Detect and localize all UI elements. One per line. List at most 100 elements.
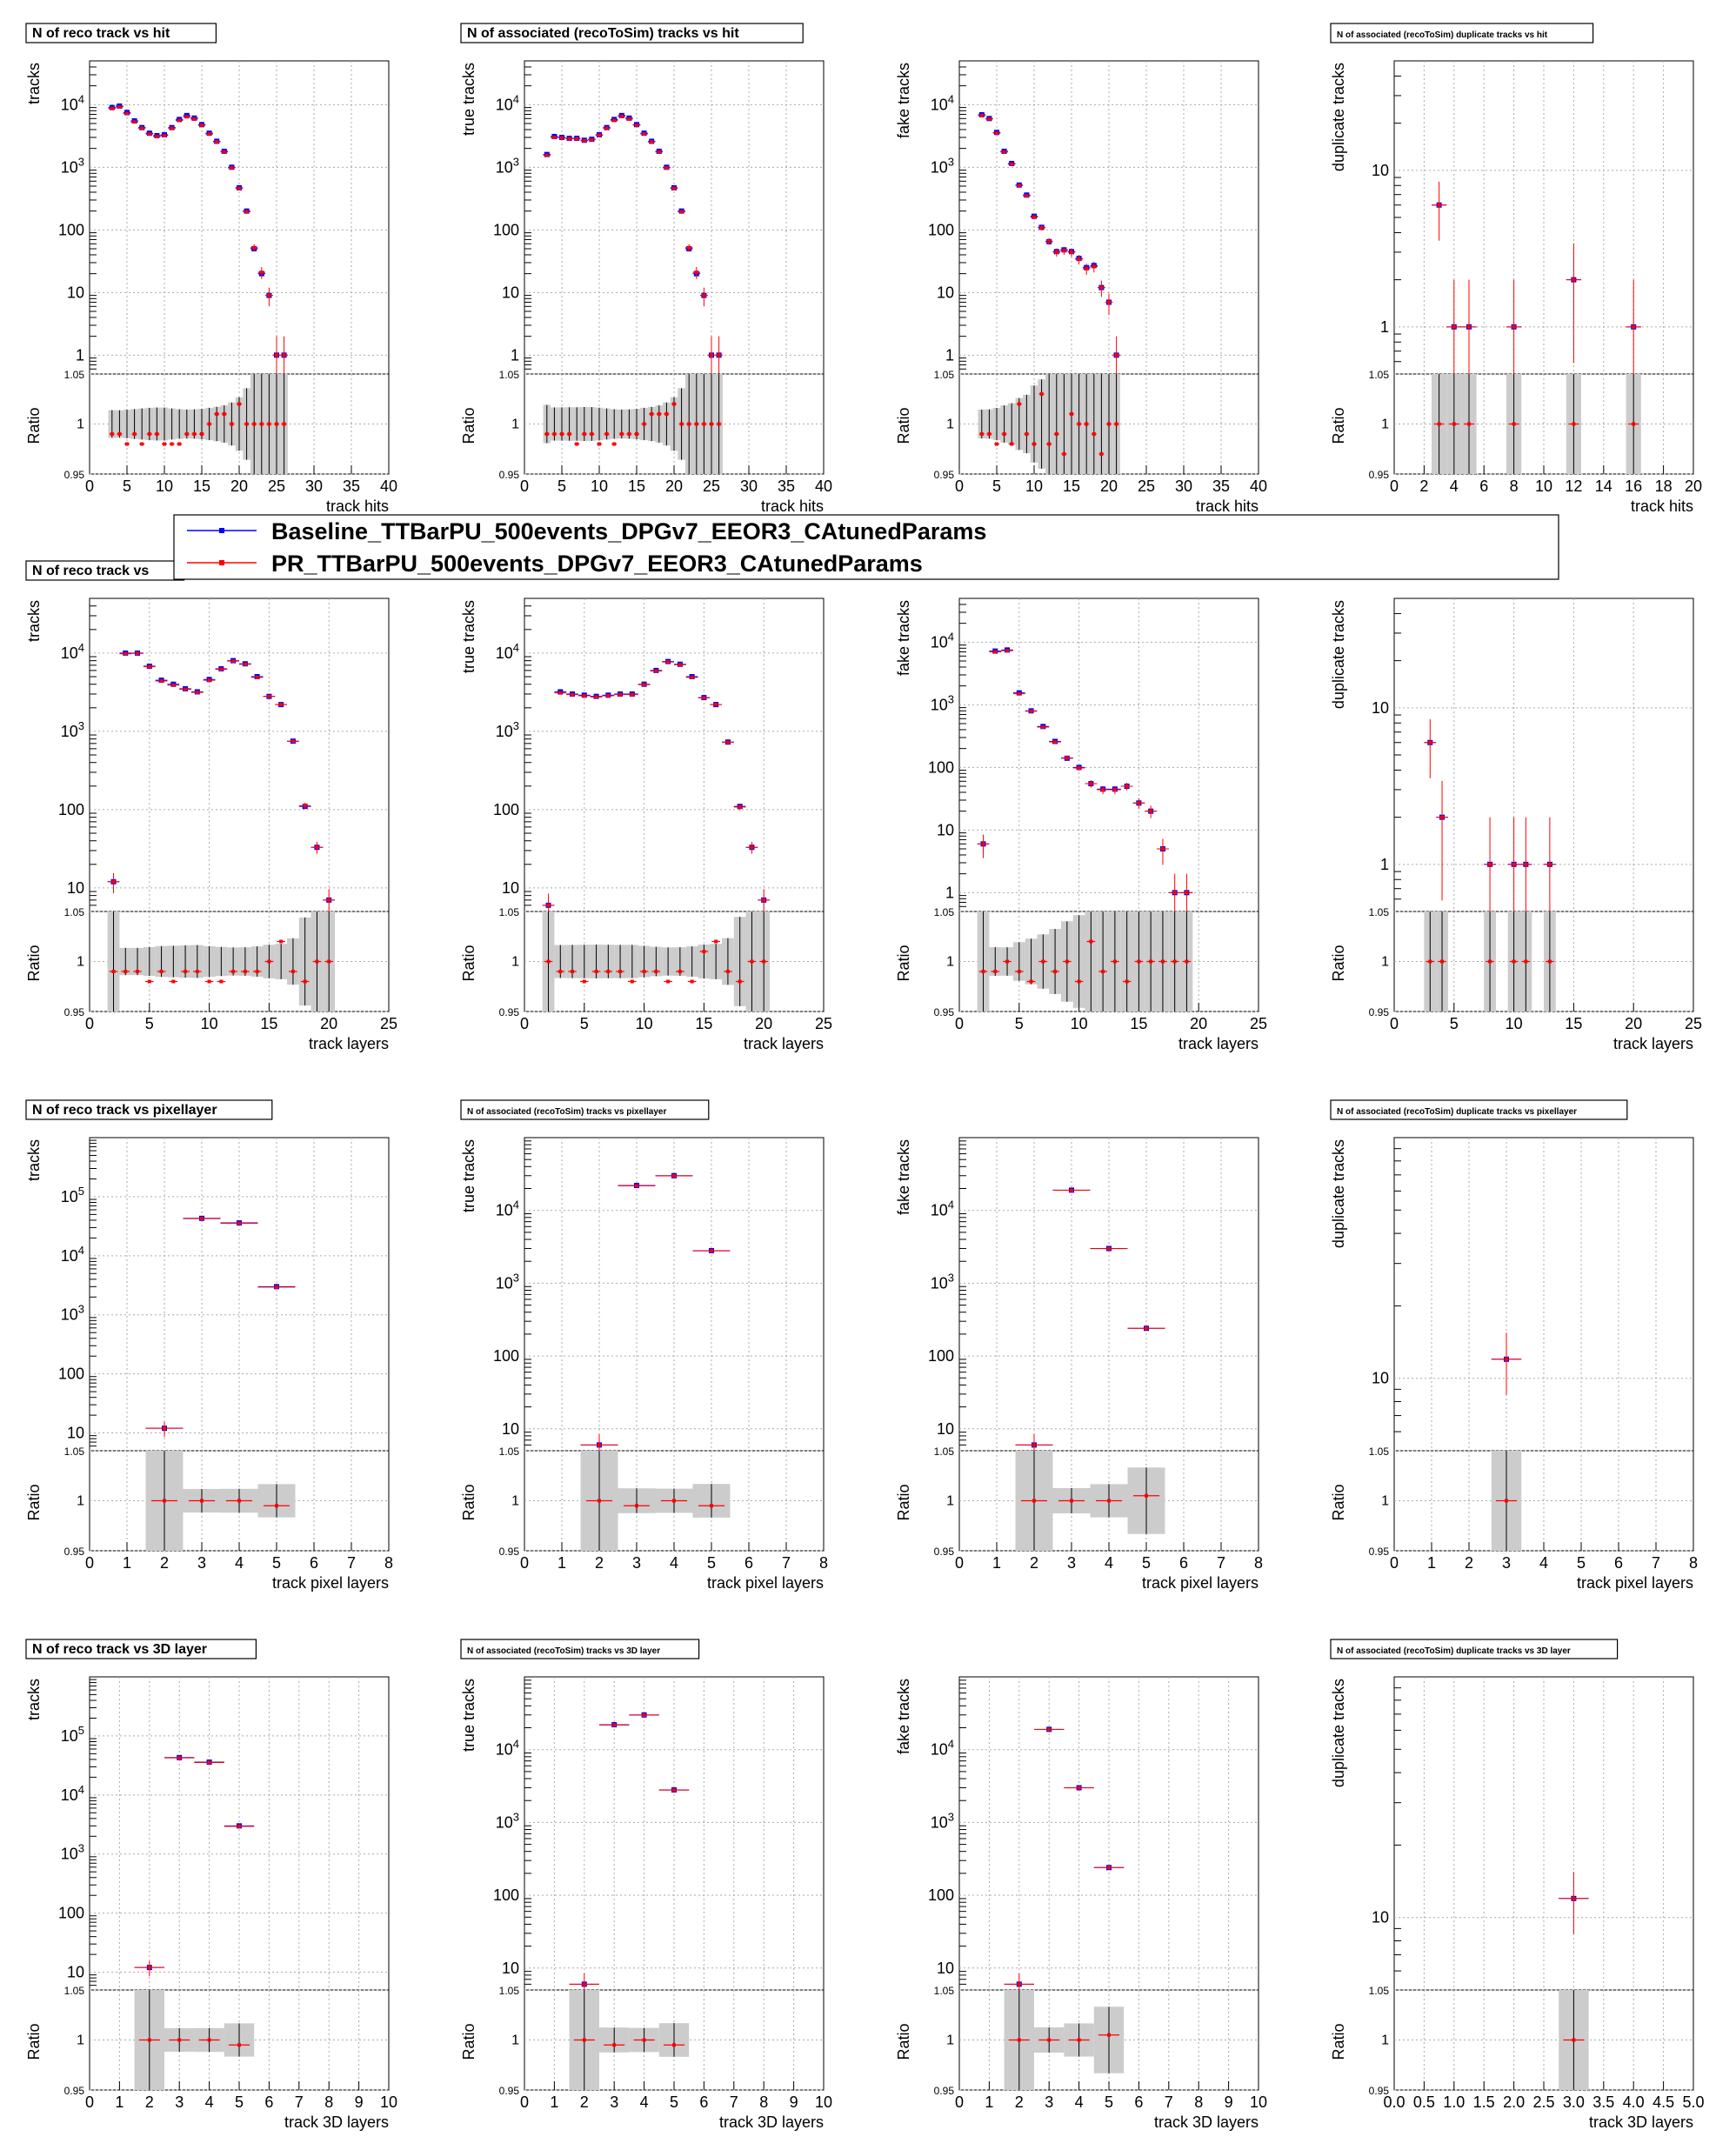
pr-point xyxy=(571,692,575,697)
pr-point xyxy=(672,186,676,190)
y-tick-label: 100 xyxy=(58,801,84,818)
x-tick-label: 15 xyxy=(1063,477,1080,495)
y-tick-label: 103 xyxy=(61,1842,84,1863)
pr-point xyxy=(1160,847,1165,851)
pr-point xyxy=(1047,1727,1052,1732)
ratio-point xyxy=(717,422,721,426)
pr-point xyxy=(230,165,234,170)
y-tick-label: 100 xyxy=(928,1886,954,1904)
ratio-point xyxy=(1054,432,1058,436)
ratio-point xyxy=(1047,442,1052,446)
ratio-point xyxy=(1010,442,1014,446)
x-tick-label: 20 xyxy=(1625,1015,1642,1032)
ratio-point xyxy=(672,402,676,406)
pr-point xyxy=(1070,1188,1073,1192)
ratio-point xyxy=(1185,959,1189,964)
ratio-tick-label: 1.05 xyxy=(499,1985,520,1997)
x-tick-label: 4 xyxy=(235,1554,244,1572)
chart-panel-15: N of associated (recoToSim) duplicate tr… xyxy=(1330,1639,1705,2131)
ratio-point xyxy=(1017,970,1021,973)
y-tick-label: 1 xyxy=(945,884,954,901)
y-tick-label: 103 xyxy=(496,155,519,176)
ratio-tick-label: 1 xyxy=(511,955,519,970)
pr-point xyxy=(170,126,174,130)
pr-point xyxy=(1505,1357,1508,1361)
ratio-point xyxy=(612,442,617,446)
x-tick-label: 0 xyxy=(1390,477,1399,495)
pr-point xyxy=(171,683,176,687)
chart-panel-12: N of reco track vs 3D layer1010010310410… xyxy=(25,1639,397,2131)
chart-title: N of associated (recoToSim) tracks vs 3D… xyxy=(467,1646,660,1656)
ratio-point xyxy=(163,1499,166,1503)
ratio-tick-label: 0.95 xyxy=(934,1546,955,1558)
pr-point xyxy=(1029,709,1033,713)
x-tick-label: 35 xyxy=(1212,477,1230,495)
x-tick-label: 4 xyxy=(1450,477,1459,495)
x-tick-label: 0 xyxy=(520,1554,529,1572)
pr-point xyxy=(657,150,661,154)
pr-point xyxy=(1017,691,1021,696)
chart-title-box xyxy=(25,1639,257,1659)
y-tick-label: 103 xyxy=(496,719,519,740)
x-tick-label: 8 xyxy=(1689,1554,1698,1572)
x-tick-label: 15 xyxy=(260,1015,277,1032)
chart-panel-5: 10 100 103 104 0.95 1 1.05 0 5 10 15 20 25 track laye… xyxy=(460,598,832,1052)
pr-point xyxy=(1107,1246,1111,1251)
y-tick-label: 100 xyxy=(58,1905,84,1922)
ratio-point xyxy=(195,970,199,973)
ratio-point xyxy=(1505,1499,1508,1503)
y-axis-label: true tracks xyxy=(460,1679,477,1752)
ratio-tick-label: 1.05 xyxy=(934,1446,955,1458)
chart-panel-1: N of associated (recoToSim) tracks vs hi… xyxy=(460,23,832,515)
y-axis-label: duplicate tracks xyxy=(1330,1679,1347,1787)
pr-point xyxy=(259,270,264,275)
ratio-point xyxy=(1125,979,1129,984)
x-tick-label: 0 xyxy=(955,2093,964,2111)
x-tick-label: 1.5 xyxy=(1473,2093,1495,2111)
ratio-tick-label: 1.05 xyxy=(934,1985,955,1997)
chart-title-box xyxy=(25,23,217,43)
pr-point xyxy=(725,740,730,744)
main-pad-frame xyxy=(524,598,825,912)
x-tick-label: 8 xyxy=(1194,2093,1203,2111)
pr-point xyxy=(1070,250,1073,254)
chart-title-box xyxy=(1330,1639,1619,1659)
chart-title: N of reco track vs xyxy=(32,564,149,578)
chart-panel-3: N of associated (recoToSim) duplicate tr… xyxy=(1330,23,1702,515)
x-tick-label: 8 xyxy=(1510,477,1519,495)
x-axis-label: track layers xyxy=(744,1035,824,1052)
x-tick-label: 7 xyxy=(782,1554,791,1572)
ratio-point xyxy=(1092,432,1096,436)
ratio-point xyxy=(1107,422,1111,426)
ratio-tick-label: 1 xyxy=(77,1494,84,1509)
pr-point xyxy=(1452,324,1456,329)
x-tick-label: 15 xyxy=(1565,1015,1582,1032)
ratio-point xyxy=(147,432,151,436)
ratio-point xyxy=(1002,432,1006,436)
pr-point xyxy=(567,137,571,141)
pr-point xyxy=(327,898,331,902)
x-tick-label: 3 xyxy=(1502,1554,1511,1572)
pr-point xyxy=(117,104,122,109)
x-tick-label: 4.5 xyxy=(1653,2093,1674,2111)
ratio-point xyxy=(582,979,586,984)
ratio-point xyxy=(267,422,271,426)
ratio-point xyxy=(642,2038,646,2042)
pr-point xyxy=(243,662,247,666)
ratio-point xyxy=(560,432,564,436)
ratio-tick-label: 0.95 xyxy=(499,1006,520,1018)
pr-point xyxy=(1099,285,1104,290)
x-tick-label: 2 xyxy=(1030,1554,1038,1572)
ratio-point xyxy=(1062,452,1066,456)
pr-point xyxy=(1547,862,1552,866)
ratio-point xyxy=(1632,422,1636,426)
ratio-point xyxy=(110,432,114,436)
ratio-point xyxy=(1524,959,1528,964)
x-tick-label: 30 xyxy=(305,477,323,495)
ratio-tick-label: 0.95 xyxy=(1369,1006,1390,1018)
ratio-point xyxy=(1145,1493,1148,1498)
chart-title: N of associated (recoToSim) duplicate tr… xyxy=(1337,1107,1577,1117)
pr-point xyxy=(672,1174,676,1178)
x-tick-label: 3 xyxy=(610,2093,618,2111)
